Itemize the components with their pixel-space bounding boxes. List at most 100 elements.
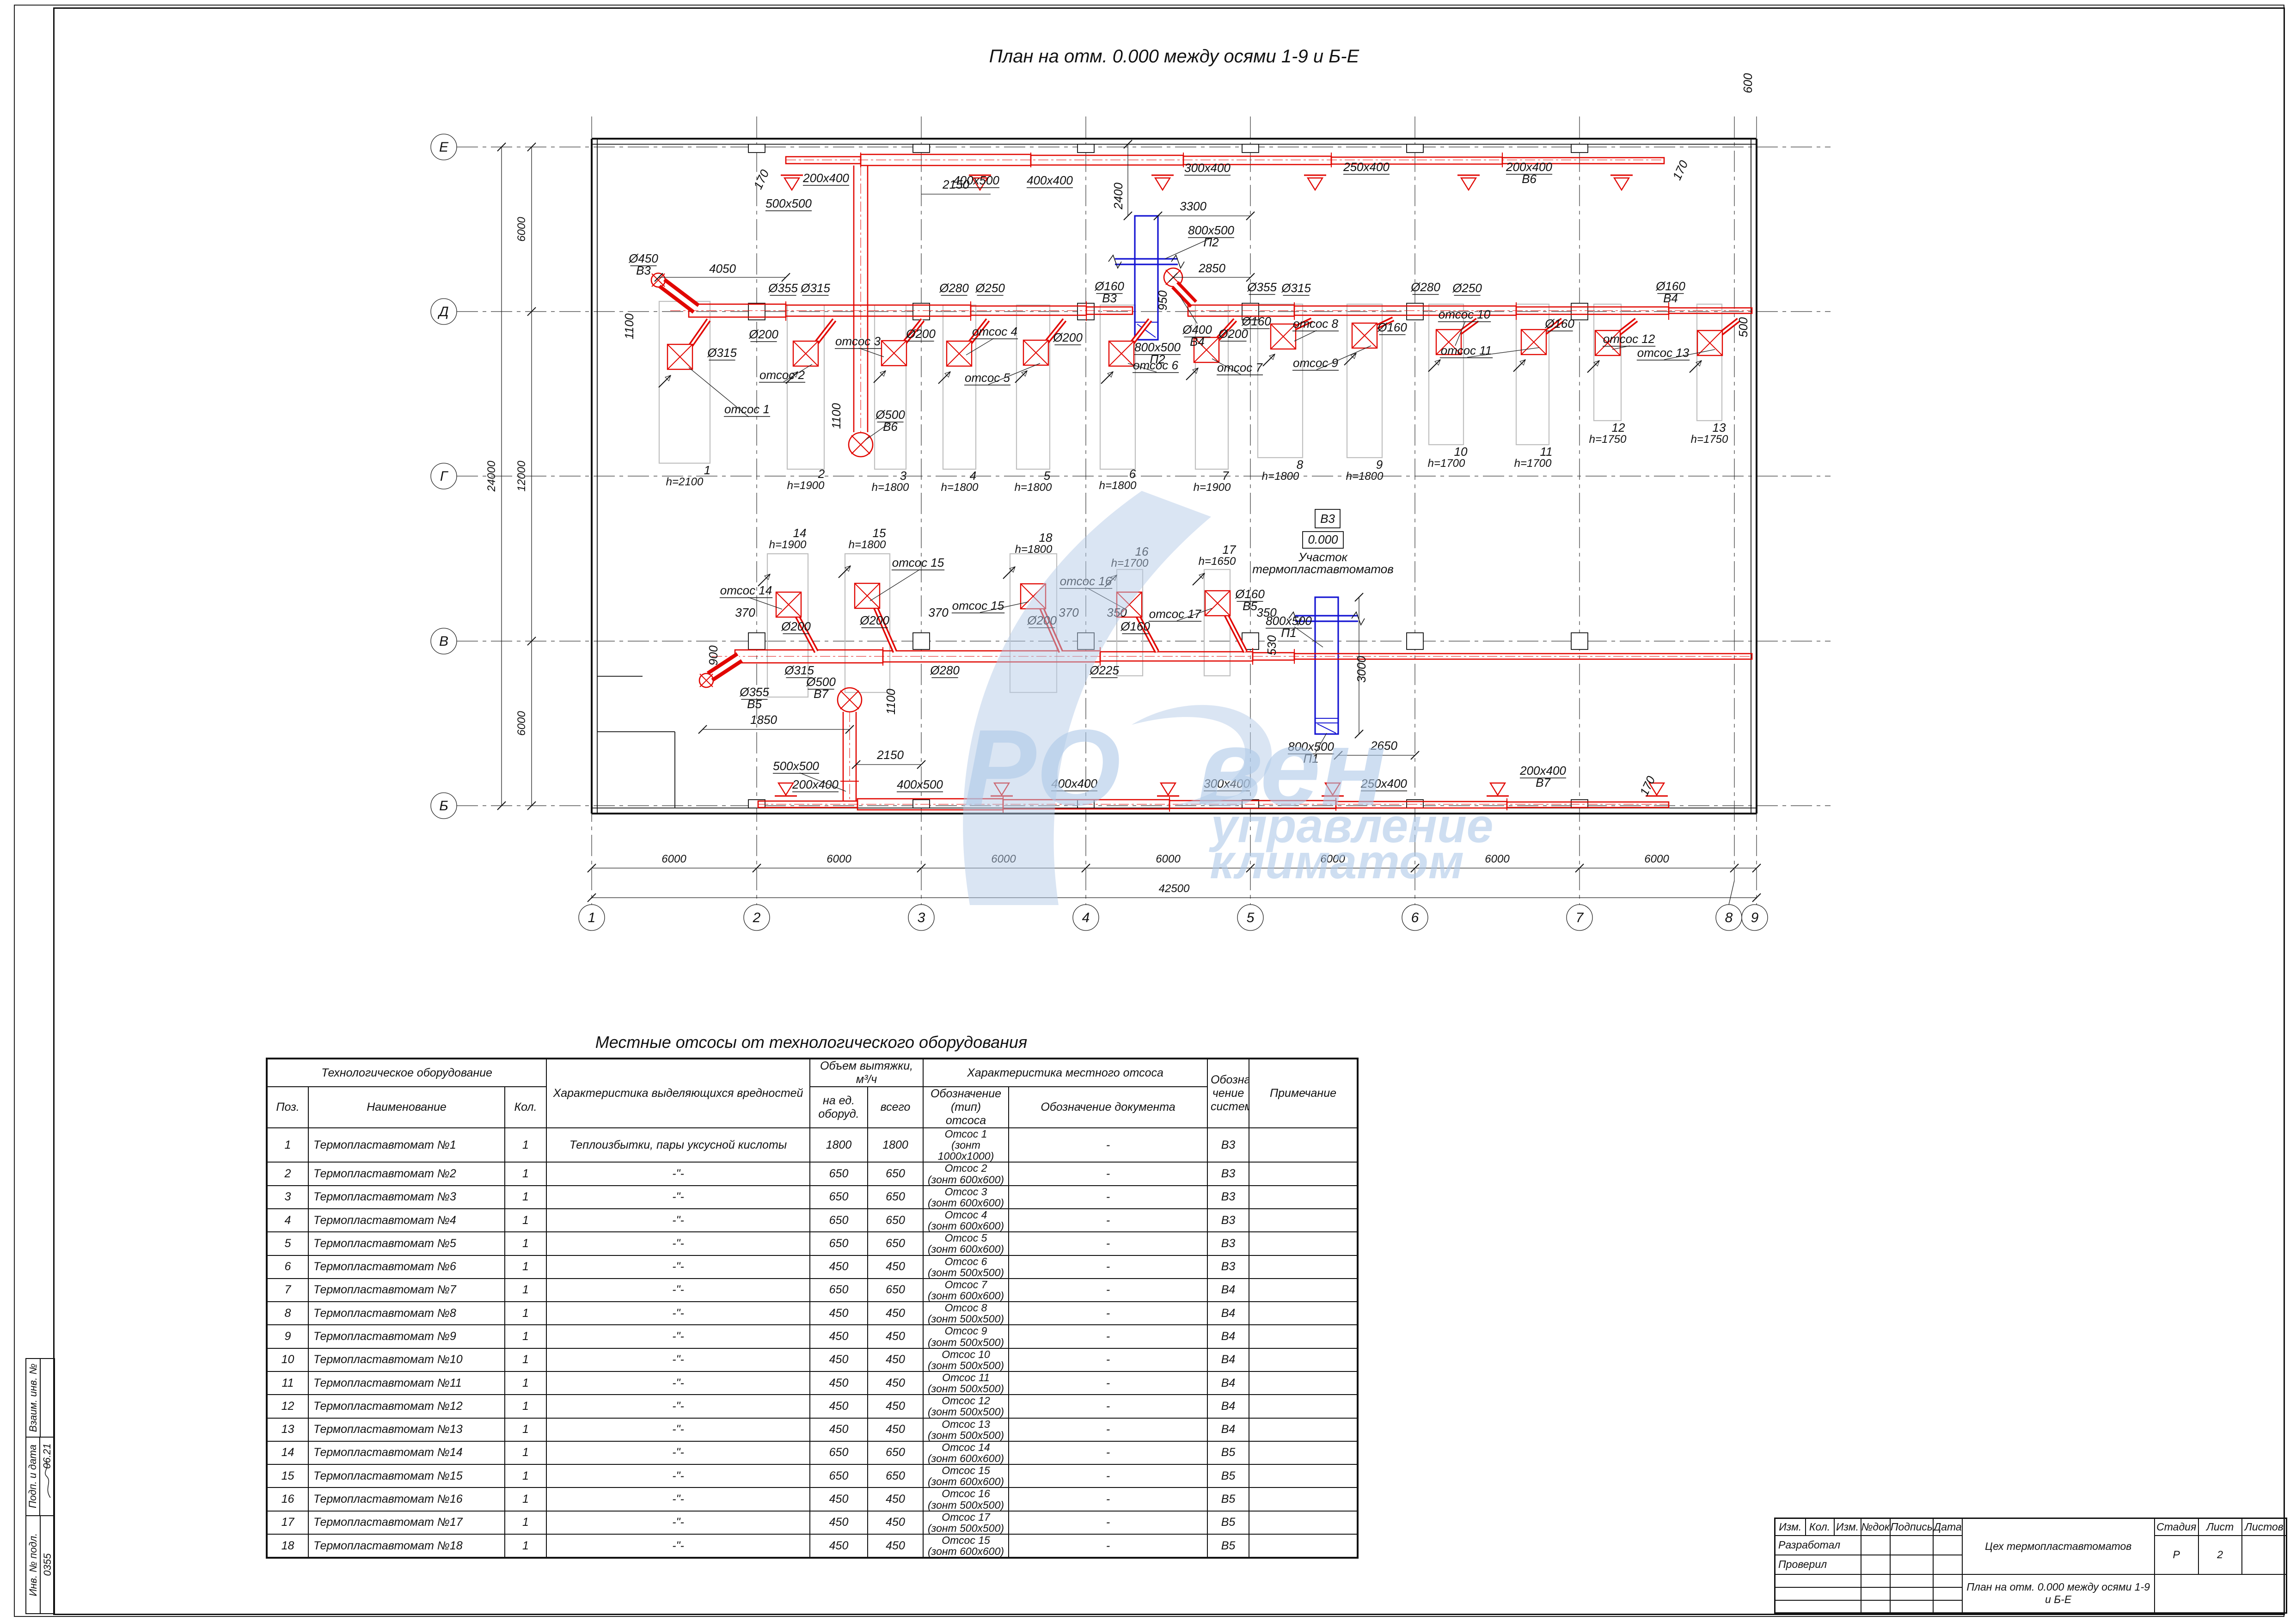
plan-line: [1316, 345, 1371, 370]
plan-label: 1100: [884, 689, 898, 715]
plan-label: отсос 15: [892, 556, 944, 569]
plan-rect: [1077, 144, 1095, 153]
axis-circle: [1237, 904, 1264, 931]
table-cell: 1: [504, 1185, 547, 1209]
plan-label: 10: [1454, 445, 1468, 459]
axis-circle: [1566, 904, 1593, 931]
table-cell: Термопластавтомат №14: [308, 1440, 505, 1465]
table-cell: 18: [266, 1533, 309, 1559]
tb-rev-col: Изм.: [1774, 1518, 1806, 1536]
plan-label: 2650: [1370, 739, 1397, 753]
plan-line: [1294, 626, 1323, 648]
plan-label: отсос 10: [1439, 307, 1491, 321]
table-cell: -"-: [546, 1533, 811, 1559]
flow-arrow-icon: [1192, 573, 1205, 586]
machine-outline: [1428, 303, 1464, 446]
table-cell: 4: [266, 1208, 309, 1233]
plan-label: 24000: [485, 460, 498, 492]
flow-arrow-head: [665, 375, 671, 381]
plan-label: В: [439, 634, 448, 649]
watermark-text: климатом: [1210, 835, 1464, 889]
table-cell: 650: [809, 1440, 869, 1465]
plan-label: Ø500: [806, 675, 836, 689]
table-cell: В5: [1207, 1510, 1250, 1535]
plan-label: h=1750: [1589, 433, 1627, 446]
watermark-swoosh: [963, 491, 1211, 905]
table-cell: 14: [266, 1440, 309, 1465]
watermark-text: управление: [1209, 799, 1494, 853]
hood-diagonal: [881, 340, 907, 366]
axis-circle: [430, 298, 457, 325]
table-cell: Термопластавтомат №3: [308, 1185, 505, 1209]
plan-rect: [748, 799, 765, 808]
plan-label: Ø280: [930, 663, 960, 677]
side-label: Подп. и дата: [27, 1444, 38, 1508]
table-cell: 1: [504, 1278, 547, 1303]
table-cell: Термопластавтомат №15: [308, 1464, 505, 1488]
table-cell: 1: [504, 1417, 547, 1442]
table-cell: В3: [1207, 1185, 1250, 1209]
plan-label: В3: [636, 263, 651, 277]
plan-label: отсос 6: [1133, 358, 1179, 372]
plan-label: 170: [1670, 158, 1691, 182]
table-cell: 650: [867, 1185, 924, 1209]
flow-arrow-head: [1593, 360, 1600, 367]
table-cell: 450: [867, 1510, 924, 1535]
extract-table: Технологическое оборудование Характерист…: [266, 1058, 1359, 1559]
table-cell: 13: [266, 1417, 309, 1442]
table-cell: 450: [867, 1347, 924, 1372]
table-cell: -"-: [546, 1347, 811, 1372]
plan-label: Ø355: [1247, 280, 1277, 294]
table-cell: В3: [1207, 1255, 1250, 1279]
table-cell: 450: [809, 1324, 869, 1349]
table-cell: 8: [266, 1301, 309, 1326]
dim-tick: [781, 273, 790, 282]
plan-label: Ø315: [707, 346, 737, 360]
plan-label: Ø200: [859, 613, 889, 627]
plan-rect: [748, 144, 765, 153]
hood-diagonal: [1595, 330, 1621, 356]
table-cell: 1: [504, 1487, 547, 1512]
table-cell: Термопластавтомат №6: [308, 1255, 505, 1279]
table-cell: Термопластавтомат №4: [308, 1208, 505, 1233]
plan-label: 4: [970, 469, 976, 483]
header-hazards: Характеристика выделяющихся вредностей: [546, 1058, 811, 1128]
plan-label: 4: [1082, 910, 1090, 925]
watermark-text: РО: [964, 707, 1121, 828]
plan-label: 6000: [827, 853, 851, 865]
plan-label: 6000: [661, 853, 686, 865]
table-cell: [1249, 1533, 1359, 1559]
table-cell: В4: [1207, 1371, 1250, 1396]
plan-label: 1: [704, 463, 710, 477]
extract-table-header: Технологическое оборудование Характерист…: [266, 1058, 1359, 1128]
table-cell: Отсос 8 (зонт 500х500): [923, 1301, 1010, 1326]
plan-label: Ø280: [1410, 280, 1440, 294]
header-pos: Поз.: [266, 1086, 309, 1128]
branch-duct-core: [1136, 613, 1158, 652]
plan-label: 8: [1297, 458, 1304, 471]
tb-org-cell: [2154, 1573, 2287, 1614]
table-row: 4 Термопластавтомат №4 1 -"- 650 650 Отсос 4 (…: [266, 1208, 1359, 1233]
plan-line: [1127, 363, 1157, 373]
plan-label: 530: [1265, 635, 1279, 655]
grille-triangle-icon: [1460, 177, 1477, 191]
plan-label: В4: [1663, 291, 1678, 305]
plan-label: 3000: [1354, 656, 1368, 683]
table-cell: В5: [1207, 1487, 1250, 1512]
plan-label: отсос 8: [1293, 317, 1339, 331]
axis-circle: [578, 904, 605, 931]
plan-line: [966, 338, 994, 355]
dim-tick: [1246, 863, 1255, 873]
dim-tick: [497, 142, 506, 152]
plan-label: h=1800: [1099, 479, 1137, 492]
plan-label: h=1900: [769, 539, 807, 551]
table-cell: 450: [867, 1324, 924, 1349]
flow-arrow-icon: [838, 565, 851, 578]
table-cell: 450: [809, 1255, 869, 1279]
plan-label: 500x500: [773, 759, 819, 773]
table-cell: 1: [504, 1231, 547, 1256]
table-cell: Термопластавтомат №1: [308, 1127, 505, 1163]
table-cell: 2: [266, 1162, 309, 1186]
table-cell: -"-: [546, 1324, 811, 1349]
table-cell: 650: [867, 1231, 924, 1256]
